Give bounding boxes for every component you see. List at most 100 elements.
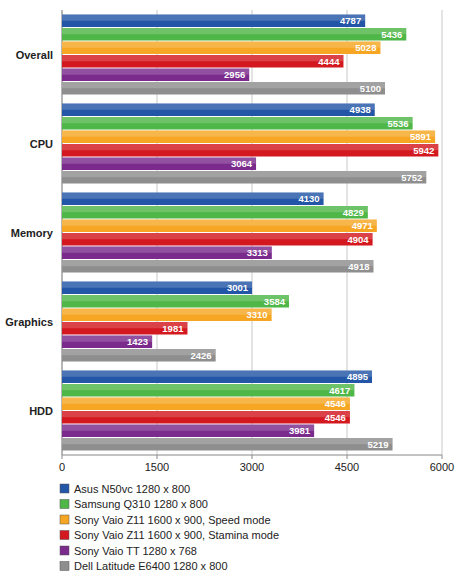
tick-label: 3000 — [240, 461, 264, 473]
bar-shine — [62, 371, 372, 377]
bar-shine — [62, 82, 385, 88]
bar-shine — [62, 69, 249, 75]
data-label: 3064 — [231, 158, 253, 169]
legend-label: Samsung Q310 1280 x 800 — [74, 498, 208, 510]
data-label: 2426 — [191, 350, 212, 361]
data-label: 5219 — [367, 439, 388, 450]
category-label: Overall — [16, 49, 53, 61]
tick-mark — [442, 455, 443, 459]
category-label: Graphics — [5, 316, 53, 328]
data-labels: 4787543650284444295651004938553658915942… — [127, 15, 434, 450]
bar — [62, 42, 380, 55]
bar-shine — [62, 282, 252, 288]
data-label: 3981 — [289, 425, 311, 436]
bar — [62, 69, 249, 82]
bar — [62, 55, 343, 68]
bar-shine — [62, 425, 314, 431]
data-label: 4546 — [325, 412, 346, 423]
data-label: 4904 — [347, 234, 369, 245]
bar — [62, 371, 372, 384]
bar — [62, 438, 393, 451]
bar — [62, 349, 216, 362]
data-label: 3310 — [246, 309, 267, 320]
bar — [62, 158, 256, 171]
bar — [62, 295, 289, 308]
bar-shine — [62, 42, 380, 48]
data-label: 3584 — [264, 296, 286, 307]
bar-shine — [62, 260, 373, 266]
tick-label: 4500 — [335, 461, 359, 473]
tick-mark — [347, 455, 348, 459]
tick-mark — [62, 455, 63, 459]
bar — [62, 336, 152, 349]
data-label: 5536 — [387, 118, 408, 129]
grid-line — [442, 10, 443, 455]
bar — [62, 171, 426, 184]
data-label: 4829 — [343, 207, 364, 218]
bar — [62, 220, 377, 233]
bar — [62, 193, 324, 206]
bar-shine — [62, 438, 393, 444]
chart: 0150030004500600047875436502844442956510… — [0, 0, 460, 583]
bar-shine — [62, 117, 413, 123]
data-label: 5028 — [355, 42, 376, 53]
bar-shine — [62, 247, 272, 253]
data-label: 4617 — [329, 385, 350, 396]
bar-shine — [62, 309, 272, 315]
bar-shine — [62, 295, 289, 301]
legend-swatch — [60, 531, 69, 540]
bar — [62, 233, 373, 246]
bar-shine — [62, 144, 438, 150]
legend-swatch — [60, 484, 69, 493]
data-label: 4918 — [348, 261, 369, 272]
bar — [62, 425, 314, 438]
category-label: Memory — [11, 227, 54, 239]
bar-shine — [62, 206, 368, 212]
legend-swatch — [60, 562, 69, 571]
bar-shine — [62, 398, 350, 404]
bar — [62, 384, 354, 397]
data-label: 4130 — [298, 193, 319, 204]
data-label: 4971 — [352, 220, 374, 231]
legend-label: Sony Vaio TT 1280 x 768 — [74, 545, 197, 557]
bar — [62, 411, 350, 424]
data-label: 1423 — [127, 336, 148, 347]
bar-shine — [62, 384, 354, 390]
bar — [62, 247, 272, 260]
data-label: 5100 — [360, 83, 381, 94]
bar — [62, 104, 375, 117]
data-label: 4895 — [347, 371, 369, 382]
bar-shine — [62, 233, 373, 239]
data-label: 5752 — [401, 172, 422, 183]
bar-shine — [62, 193, 324, 199]
legend-label: Sony Vaio Z11 1600 x 900, Stamina mode — [74, 529, 279, 541]
tick-mark — [157, 455, 158, 459]
bar-shine — [62, 15, 365, 21]
bar-shine — [62, 158, 256, 164]
data-label: 5942 — [413, 145, 434, 156]
data-label: 4787 — [340, 15, 361, 26]
bar-shine — [62, 220, 377, 226]
bar — [62, 131, 435, 144]
legend-swatch — [60, 500, 69, 509]
data-label: 4938 — [350, 104, 371, 115]
bar-shine — [62, 55, 343, 61]
data-label: 5436 — [381, 29, 402, 40]
bar — [62, 206, 368, 219]
data-label: 4546 — [325, 398, 346, 409]
legend-label: Dell Latitude E6400 1280 x 800 — [74, 560, 228, 572]
data-label: 1981 — [162, 323, 184, 334]
bar-shine — [62, 28, 406, 34]
bar — [62, 15, 365, 28]
tick-label: 0 — [59, 461, 65, 473]
legend-label: Sony Vaio Z11 1600 x 900, Speed mode — [74, 514, 271, 526]
data-label: 4444 — [318, 56, 340, 67]
legend-label: Asus N50vc 1280 x 800 — [74, 483, 190, 495]
bars — [62, 15, 438, 451]
category-label: CPU — [30, 138, 53, 150]
data-label: 2956 — [224, 69, 245, 80]
bar — [62, 260, 373, 273]
bar — [62, 144, 438, 157]
bar — [62, 282, 252, 295]
bar — [62, 398, 350, 411]
